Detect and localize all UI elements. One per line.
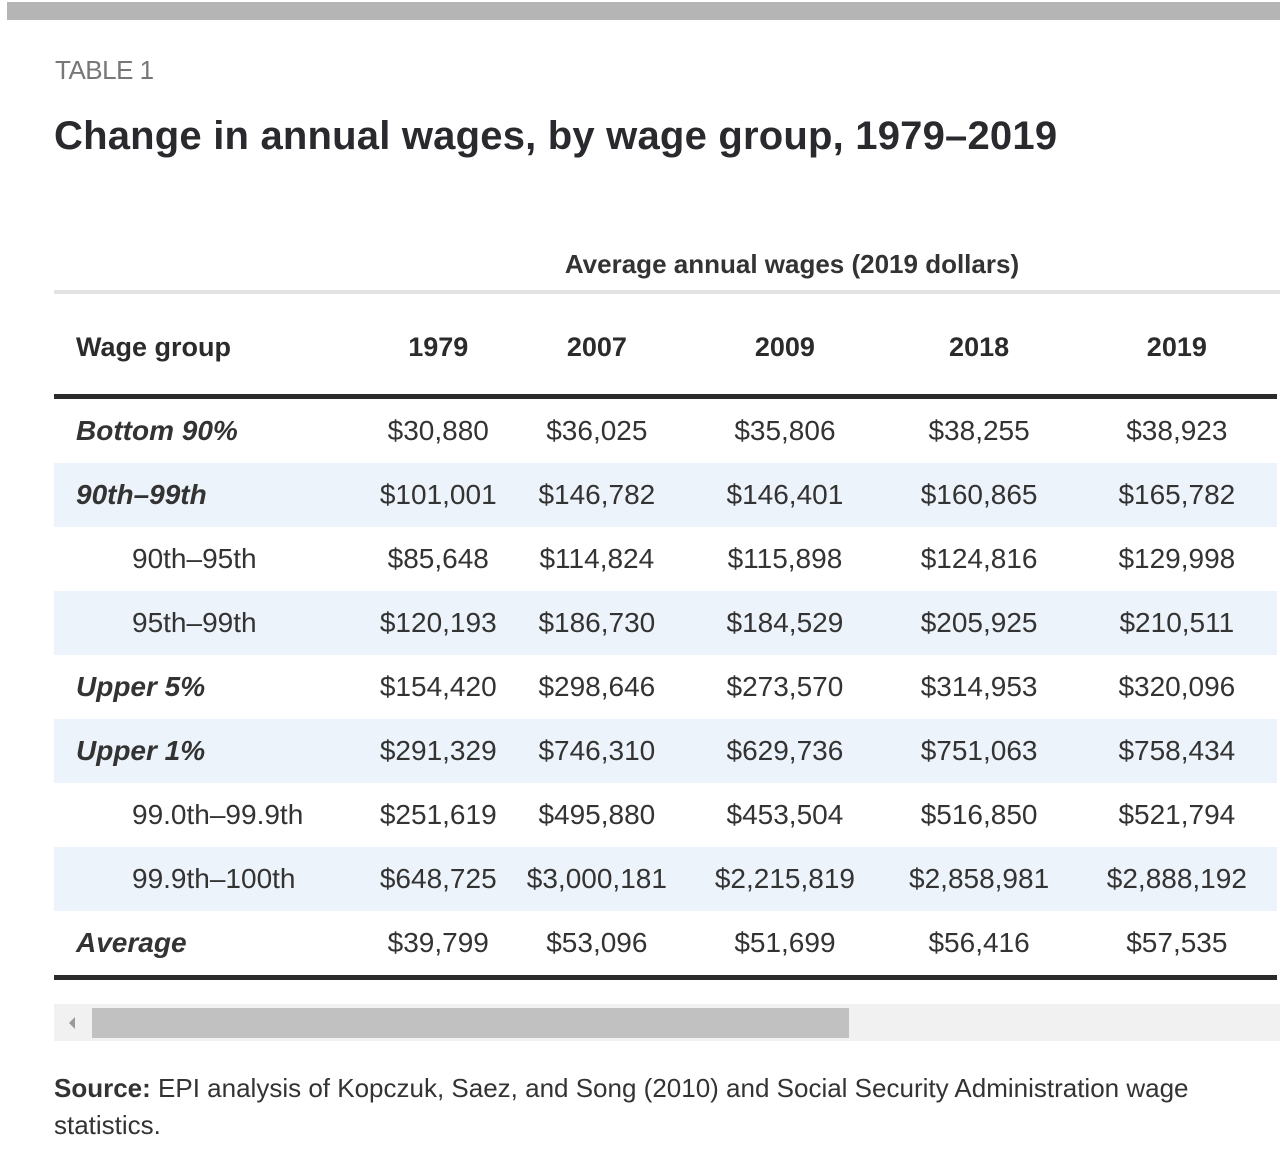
cell-2018: $56,416	[881, 911, 1077, 980]
cell-1979: $85,648	[387, 543, 489, 574]
cell-2009: $273,570	[726, 671, 844, 702]
cell-1979: $39,799	[371, 911, 506, 980]
cell-1979: $154,420	[379, 671, 497, 702]
source-note: Source: EPI analysis of Kopczuk, Saez, a…	[54, 1070, 1274, 1144]
cell-2009: $115,898	[727, 543, 843, 574]
cell-2019: $38,923	[1126, 415, 1228, 446]
cell-2018: $314,953	[920, 671, 1038, 702]
cell-2019: $210,511	[1076, 591, 1277, 655]
cell-2007: $53,096	[505, 911, 689, 980]
scrollbar-thumb[interactable]	[92, 1008, 849, 1038]
page-title: Change in annual wages, by wage group, 1…	[54, 114, 1058, 158]
table-row: Upper 1% $291,329 $746,310 $629,736 $751,063…	[54, 719, 1277, 783]
source-label: Source:	[54, 1073, 151, 1103]
column-header-1979: 1979	[371, 324, 506, 399]
cell-2007: $146,782	[505, 463, 689, 527]
cell-1979: $291,329	[371, 719, 506, 783]
cell-2007: $36,025	[546, 415, 648, 446]
table-row: 95th–99th $120,193 $186,730 $184,529 $205,92…	[54, 591, 1277, 655]
column-header-2018: 2018	[881, 324, 1077, 399]
top-divider-bar	[7, 2, 1280, 20]
table-row: Average $39,799 $53,096 $51,699 $56,416 $57,5…	[54, 911, 1277, 980]
horizontal-scrollbar[interactable]	[54, 1004, 1280, 1041]
cell-2018: $516,850	[920, 799, 1038, 830]
table-header-row: Wage group 1979 2007 2009 2018 2019	[54, 324, 1277, 399]
cell-2018: $38,255	[928, 415, 1030, 446]
row-label: 99.0th–99.9th	[132, 799, 304, 830]
cell-2018: $205,925	[881, 591, 1077, 655]
cell-2007: $746,310	[505, 719, 689, 783]
column-header-wage-group: Wage group	[54, 324, 372, 399]
table-row: 90th–95th $85,648 $114,824 $115,898 $124,816…	[54, 527, 1277, 591]
cell-2019: $57,535	[1076, 911, 1277, 980]
table-row: Bottom 90% $30,880 $36,025 $35,806 $38,255 $3…	[54, 397, 1277, 464]
cell-2009: $35,806	[734, 415, 836, 446]
table-row: 99.9th–100th $648,725 $3,000,181 $2,215,819…	[54, 847, 1277, 911]
cell-2009: $184,529	[688, 591, 882, 655]
cell-2018: $160,865	[881, 463, 1077, 527]
column-header-2009: 2009	[688, 324, 882, 399]
scroll-left-button[interactable]	[54, 1004, 90, 1041]
table-row: 90th–99th $101,001 $146,782 $146,401 $160,86…	[54, 463, 1277, 527]
row-label: 90th–99th	[54, 463, 372, 527]
source-text: EPI analysis of Kopczuk, Saez, and Song …	[54, 1073, 1189, 1140]
table-container: Average annual wages (2019 dollars) Wage…	[54, 240, 1280, 980]
row-label: 99.9th–100th	[54, 847, 372, 911]
cell-1979: $648,725	[371, 847, 506, 911]
cell-2018: $2,858,981	[881, 847, 1077, 911]
cell-2009: $629,736	[688, 719, 882, 783]
row-label: Average	[54, 911, 372, 980]
row-label: 90th–95th	[132, 543, 257, 574]
cell-2007: $495,880	[538, 799, 656, 830]
cell-2009: $2,215,819	[688, 847, 882, 911]
chevron-left-icon	[67, 1016, 77, 1030]
table-row: 99.0th–99.9th $251,619 $495,880 $453,504 $51…	[54, 783, 1277, 847]
cell-2018: $751,063	[881, 719, 1077, 783]
cell-2007: $298,646	[538, 671, 656, 702]
cell-2019: $320,096	[1118, 671, 1236, 702]
cell-2018: $124,816	[920, 543, 1038, 574]
cell-2007: $186,730	[505, 591, 689, 655]
cell-1979: $251,619	[379, 799, 497, 830]
cell-2019: $521,794	[1118, 799, 1236, 830]
cell-2019: $165,782	[1076, 463, 1277, 527]
cell-2007: $114,824	[539, 543, 655, 574]
wage-table: Wage group 1979 2007 2009 2018 2019 Bott…	[54, 324, 1277, 980]
cell-2019: $758,434	[1076, 719, 1277, 783]
cell-2009: $146,401	[688, 463, 882, 527]
row-label: Upper 1%	[54, 719, 372, 783]
cell-2007: $3,000,181	[505, 847, 689, 911]
table-body: Bottom 90% $30,880 $36,025 $35,806 $38,255 $3…	[54, 397, 1277, 980]
column-header-2007: 2007	[505, 324, 689, 399]
cell-1979: $30,880	[387, 415, 489, 446]
table-label: TABLE 1	[55, 55, 154, 85]
cell-1979: $101,001	[371, 463, 506, 527]
column-header-2019: 2019	[1076, 324, 1277, 399]
cell-2019: $2,888,192	[1076, 847, 1277, 911]
cell-2009: $453,504	[726, 799, 844, 830]
cell-2019: $129,998	[1118, 543, 1236, 574]
row-label: Upper 5%	[76, 671, 206, 702]
table-row: Upper 5% $154,420 $298,646 $273,570 $314,953…	[54, 655, 1277, 719]
cell-2009: $51,699	[688, 911, 882, 980]
row-label: 95th–99th	[54, 591, 372, 655]
cell-1979: $120,193	[371, 591, 506, 655]
table-super-header: Average annual wages (2019 dollars)	[54, 240, 1280, 294]
row-label: Bottom 90%	[76, 415, 238, 446]
